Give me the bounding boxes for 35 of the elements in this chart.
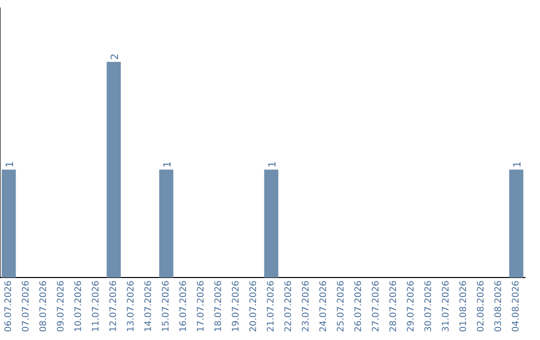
x-tick-label: 28.07.2026	[389, 280, 400, 332]
x-tick-label: 19.07.2026	[232, 280, 242, 332]
x-tick-label: 31.07.2026	[442, 280, 452, 332]
x-tick-label: 13.07.2026	[126, 280, 137, 332]
x-tick-label: 14.07.2026	[144, 280, 154, 332]
x-tick-label: 21.07.2026	[266, 280, 277, 332]
x-tick-label: 16.07.2026	[179, 280, 190, 332]
x-tick-label: 08.07.2026	[39, 280, 50, 332]
data-label: 2	[110, 54, 121, 60]
x-tick-label: 25.07.2026	[336, 280, 347, 332]
x-tick-label: 18.07.2026	[214, 280, 224, 332]
data-label: 1	[4, 161, 16, 168]
x-tick-label: 27.07.2026	[372, 280, 382, 332]
x-tick-label: 07.07.2026	[22, 280, 32, 332]
x-tick-label: 30.07.2026	[424, 280, 434, 332]
x-tick-label: 04.08.2026	[512, 280, 522, 332]
x-tick-label: 06.07.2026	[4, 280, 14, 332]
x-tick-label: 17.07.2026	[196, 280, 207, 332]
x-tick-label: 03.08.2026	[494, 280, 504, 332]
data-label: 1	[267, 161, 278, 168]
x-tick-label: 09.07.2026	[56, 280, 67, 332]
x-tick-label: 01.08.2026	[459, 280, 470, 332]
x-tick-label: 23.07.2026	[302, 280, 312, 332]
x-tick-label: 10.07.2026	[74, 280, 84, 332]
x-tick-label: 12.07.2026	[109, 280, 120, 332]
x-tick-label: 26.07.2026	[354, 280, 364, 332]
data-label: 1	[162, 161, 174, 168]
x-tick-label: 02.08.2026	[476, 280, 487, 332]
x-tick-label: 24.07.2026	[319, 280, 330, 332]
x-tick-label: 22.07.2026	[284, 280, 294, 332]
x-tick-label: 29.07.2026	[406, 280, 417, 332]
data-label: 1	[512, 161, 524, 168]
x-tick-label: 20.07.2026	[249, 280, 260, 332]
x-tick-label: 11.07.2026	[92, 280, 102, 332]
x-tick-label: 15.07.2026	[162, 280, 172, 332]
